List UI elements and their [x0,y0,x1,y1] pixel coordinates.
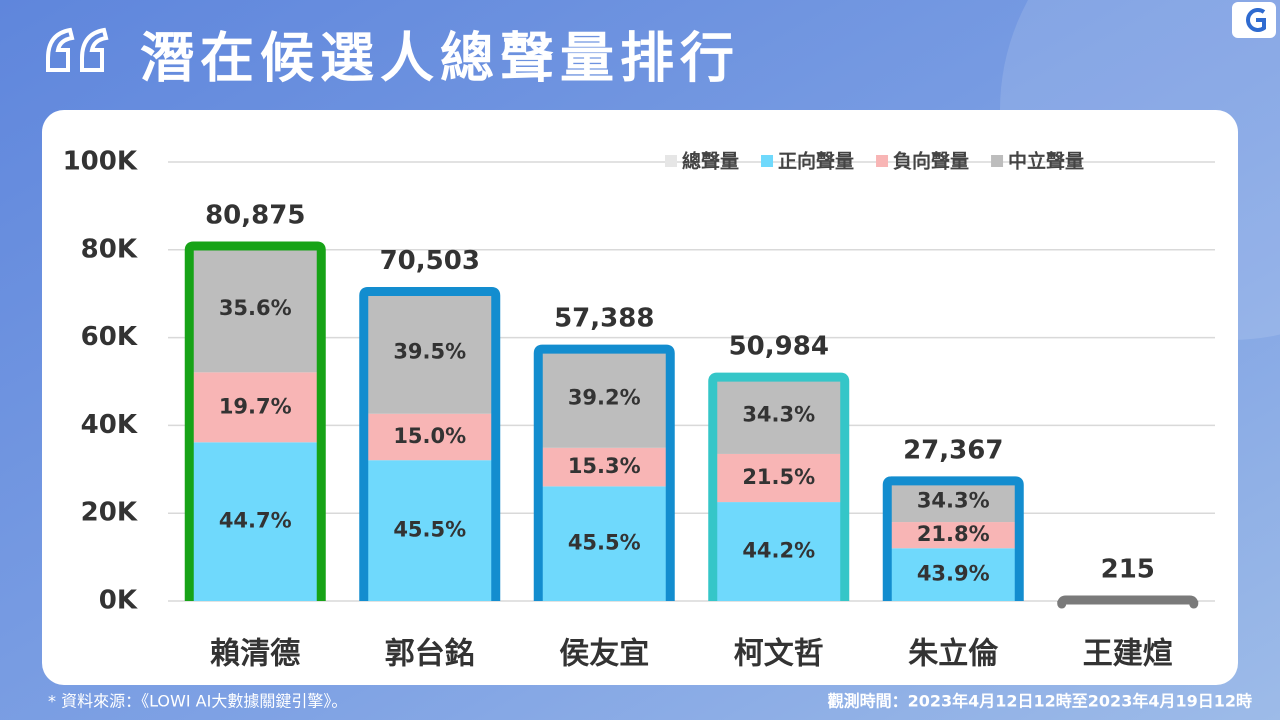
bar-segment [189,442,322,601]
period-note: 觀測時間：2023年4月12日12時至2023年4月19日12時 [828,692,1252,711]
bar-segment [538,447,671,487]
total-label: 215 [1101,555,1155,585]
segment-label: 45.5% [393,518,466,542]
chart-title: 潛在候選人總聲量排行 [140,27,740,90]
segment-label: 35.6% [219,296,292,320]
x-tick-label: 朱立倫 [908,637,999,672]
bar-outline [533,344,675,601]
bar-segment [887,548,1020,601]
total-label: 70,503 [380,246,480,276]
legend-label: 中立聲量 [1008,150,1084,173]
total-label: 27,367 [903,435,1003,465]
x-tick-label: 侯友宜 [559,637,649,672]
x-tick-label: 賴清德 [210,637,300,672]
x-tick-label: 王建煊 [1083,637,1173,672]
legend-label: 總聲量 [682,150,739,173]
segment-label: 21.5% [742,465,815,489]
bar-segment [887,480,1020,523]
segment-label: 45.5% [568,531,641,555]
total-label: 80,875 [205,200,305,230]
total-label: 57,388 [554,304,654,334]
source-note: * 資料來源：《LOWI AI大數據關鍵引擎》。 [48,692,347,711]
bar-segment [538,349,671,448]
legend-swatch [761,155,774,167]
bar-outline [882,476,1024,601]
x-tick-label: 柯文哲 [734,637,824,672]
legend-label: 負向聲量 [893,150,969,173]
bar-segment [363,413,496,461]
segment-label: 39.5% [393,340,466,364]
y-tick-label: 40K [81,410,138,440]
segment-label: 34.3% [742,403,815,427]
bar-segment [363,291,496,414]
bar-outline [359,286,501,601]
legend-swatch [991,155,1004,167]
bar-segment [712,502,845,601]
bar-segment [712,377,845,454]
legend-swatch [876,155,889,167]
legend-swatch [665,155,677,167]
legend-label: 正向聲量 [778,150,854,173]
segment-label: 43.9% [917,562,990,586]
segment-label: 15.3% [568,454,641,478]
bar-segment [189,245,322,373]
bar-segment [712,453,845,503]
segment-label: 44.7% [219,509,292,533]
bar-segment [363,460,496,601]
y-tick-label: 80K [81,234,138,264]
segment-label: 34.3% [917,488,990,512]
bar-outline [1057,595,1199,609]
total-label: 50,984 [729,332,829,362]
bar-segment [189,372,322,443]
y-tick-label: 100K [63,147,138,177]
x-tick-label: 郭台銘 [385,637,475,672]
segment-label: 21.8% [917,522,990,546]
segment-label: 44.2% [742,539,815,563]
bar-segment [538,486,671,601]
segment-label: 39.2% [568,385,641,409]
y-tick-label: 60K [81,322,138,352]
bar-outline [184,241,326,601]
logo-mark [1246,8,1266,32]
segment-label: 15.0% [393,424,466,448]
logo [1232,2,1276,38]
segment-label: 19.7% [219,394,292,418]
quote-icon [46,27,109,72]
y-tick-label: 20K [81,498,138,528]
y-tick-label: 0K [99,586,138,616]
bar-segment [887,522,1020,549]
bar-outline [708,372,850,601]
